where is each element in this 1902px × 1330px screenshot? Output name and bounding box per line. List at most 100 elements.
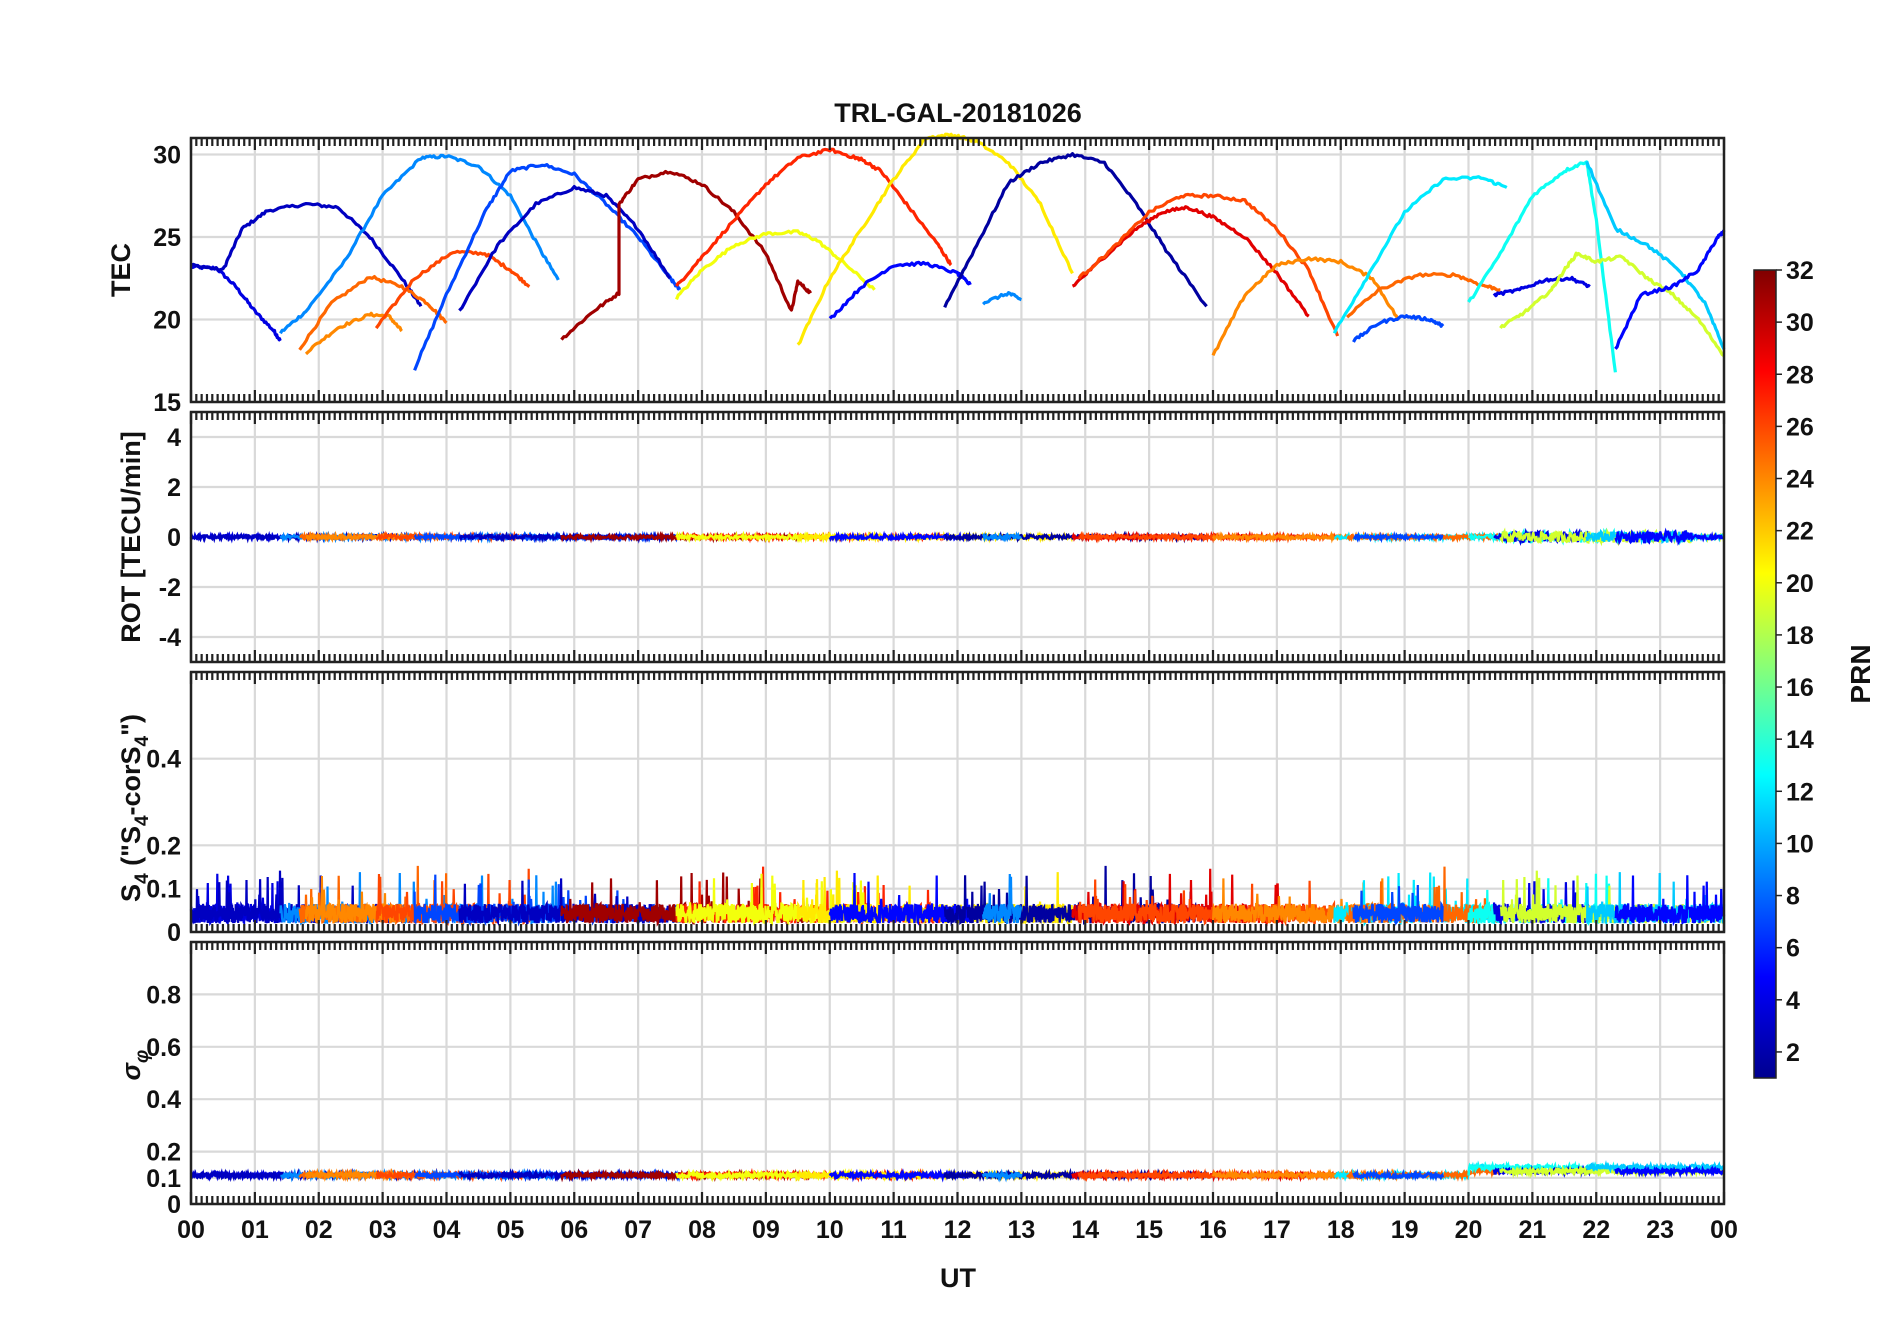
sigma-ylabel-sigma: σ [116, 1061, 146, 1080]
y-tick-label: 0.1 [146, 1165, 181, 1193]
chart-title: TRL-GAL-20181026 [834, 98, 1082, 128]
x-tick-label: 05 [496, 1216, 524, 1244]
x-tick-label: 12 [944, 1216, 972, 1244]
tec-series-line [1352, 314, 1445, 343]
tec-series-line [1077, 192, 1340, 337]
sigma-phi-panel: 00.10.2 0.4 0.6 0.8 [146, 940, 1726, 1219]
sigma-series-line [981, 1168, 1023, 1183]
tec-series-line [304, 311, 403, 356]
tec-series-line [279, 153, 560, 335]
y-tick-label: 30 [153, 142, 181, 170]
y-tick-label: 0.2 [146, 832, 181, 860]
sigma-series-line [1585, 1160, 1725, 1174]
x-tick-label: 07 [624, 1216, 652, 1244]
y-tick-label: 0.4 [146, 1086, 181, 1114]
x-tick-label: 19 [1391, 1216, 1419, 1244]
colorbar-tick-label: 20 [1786, 570, 1814, 598]
x-tick-label: 13 [1007, 1216, 1035, 1244]
y-tick-label: 0 [167, 1191, 181, 1219]
colorbar-tick-label: 4 [1786, 987, 1800, 1015]
colorbar-tick-label: 22 [1786, 518, 1814, 546]
tec-series-line [1346, 271, 1501, 319]
x-tick-label: 11 [880, 1216, 907, 1244]
tec-series-line [1614, 229, 1726, 350]
tec-series-line [943, 152, 1208, 309]
colorbar-tick-label: 26 [1786, 413, 1814, 441]
minor-ticks [189, 672, 1726, 932]
colorbar-gradient [1753, 269, 1777, 1079]
tec-series-line [1499, 251, 1725, 358]
x-tick-label: 21 [1518, 1216, 1546, 1244]
x-tick-label: 08 [688, 1216, 716, 1244]
tec-series-line [1492, 275, 1591, 298]
colorbar-label: PRN [1845, 644, 1876, 703]
x-tick-label: 20 [1455, 1216, 1483, 1244]
y-tick-label: 0.8 [146, 981, 181, 1009]
rot-series-line [982, 531, 1022, 543]
y-tick-label: 25 [153, 224, 181, 252]
s4-series-line [982, 873, 1023, 925]
y-tick-label: 2 [167, 474, 181, 502]
x-tick-labels: 00 01 02 03 04 05 06 07 08 09 10 11 12 13 14 15 16 17 18 19… [177, 1216, 1738, 1244]
x-tick-label: 00 [177, 1216, 205, 1244]
minor-ticks [189, 412, 1726, 662]
x-tick-label: 15 [1135, 1216, 1163, 1244]
y-tick-label: 0 [167, 524, 181, 552]
tec-panel: 15 20 25 30 [153, 132, 1726, 417]
s4-ylabel-s: S [116, 884, 146, 902]
sigma-ylabel-phi: φ [132, 1050, 153, 1063]
x-tick-label: 03 [369, 1216, 397, 1244]
y-tick-label: 0.4 [146, 746, 181, 774]
x-tick-label: 14 [1071, 1216, 1099, 1244]
tec-series-line [828, 260, 972, 320]
tec-series-line [675, 147, 953, 287]
s4-ylabel-part-1: ("S [116, 826, 146, 873]
minor-ticks [189, 942, 1726, 1204]
tec-series-line [190, 202, 423, 307]
x-tick-label: 18 [1327, 1216, 1355, 1244]
colorbar-tick-label: 28 [1786, 361, 1814, 389]
x-tick-label: 17 [1263, 1216, 1291, 1244]
colorbar-tick-label: 10 [1786, 830, 1814, 858]
tec-series-line [796, 132, 1074, 346]
s4-ylabel-sub-2: 4 [132, 815, 153, 826]
s4-ylabel-sub-3: 4 [132, 735, 153, 746]
tec-series-line [1585, 160, 1726, 350]
x-tick-label: 06 [560, 1216, 588, 1244]
colorbar-tick-label: 6 [1786, 935, 1800, 963]
x-axis-label: UT [940, 1263, 976, 1293]
sigma-series-line [1614, 1163, 1725, 1179]
tec-series-line [413, 163, 682, 371]
y-tick-label: 20 [153, 307, 181, 335]
tec-series-line [1332, 175, 1508, 334]
sigma-phi-ylabel: σφ [116, 1050, 153, 1081]
rot-ylabel: ROT [TECU/min] [116, 431, 146, 642]
y-tick-label: 0.1 [146, 876, 181, 904]
colorbar-tick-label: 30 [1786, 309, 1814, 337]
rot-series-line [1614, 527, 1725, 546]
colorbar-tick-label: 8 [1786, 883, 1800, 911]
colorbar-tick-label: 24 [1786, 466, 1814, 494]
x-tick-label: 09 [752, 1216, 780, 1244]
colorbar-tick-label: 16 [1786, 674, 1814, 702]
s4-series-line [1352, 884, 1444, 926]
rot-series-line [1352, 531, 1444, 544]
colorbar-tick-label: 12 [1786, 778, 1814, 806]
s4-panel: 0 0.1 0.2 0.4 [146, 670, 1726, 947]
tec-series-line [675, 229, 876, 301]
tec-series-line [982, 291, 1023, 306]
y-tick-label: 4 [167, 424, 181, 452]
x-tick-label: 10 [816, 1216, 844, 1244]
tec-series-line [374, 249, 531, 330]
y-tick-label: 0.6 [146, 1034, 181, 1062]
colorbar-tick-label: 18 [1786, 622, 1814, 650]
s4-ylabel-sub-1: 4 [132, 873, 153, 884]
x-tick-label: 04 [433, 1216, 461, 1244]
tec-series-line [1071, 205, 1310, 318]
x-tick-label: 23 [1646, 1216, 1674, 1244]
x-tick-label: 16 [1199, 1216, 1227, 1244]
x-tick-label: 00 [1710, 1216, 1738, 1244]
y-tick-label: 0 [167, 919, 181, 947]
x-tick-label: 22 [1582, 1216, 1610, 1244]
